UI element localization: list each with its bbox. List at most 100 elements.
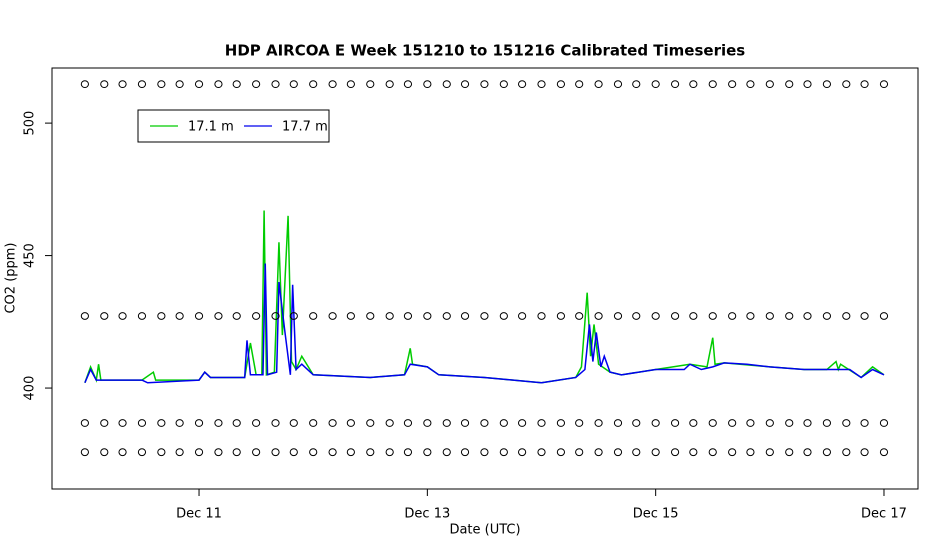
calibration-point [765,80,774,89]
calibration-point [328,419,337,427]
calibration-point [309,80,318,89]
series-line [84,210,885,384]
calibration-point [575,312,584,320]
calibration-point [423,419,432,427]
calibration-point [194,419,204,427]
calibration-point [803,80,812,89]
calibration-point [499,80,508,89]
legend-label: 17.1 m [188,120,234,135]
calibration-point [403,448,413,457]
calibration-point [194,448,204,457]
calibration-point [746,312,755,320]
calibration-point [708,312,717,320]
calibration-point [632,80,641,89]
calibration-point [157,419,166,427]
calibration-point [442,80,451,89]
calibration-point [175,448,184,457]
calibration-point [879,419,889,427]
calibration-point [842,448,851,457]
calibration-point [346,312,355,320]
calibration-point [556,419,566,427]
calibration-point [518,448,527,457]
calibration-point [137,80,147,89]
plot-frame [51,67,919,490]
calibration-point [328,80,337,89]
calibration-point [118,80,127,89]
calibration-point [537,419,546,427]
calibration-point [518,80,527,89]
calibration-point [328,312,337,320]
calibration-point [175,419,184,427]
calibration-point [80,80,89,89]
calibration-point [385,448,394,457]
calibration-point [803,312,812,320]
calibration-point [289,419,298,427]
calibration-point [632,312,641,320]
calibration-point [785,312,794,320]
calibration-point [157,80,166,89]
calibration-point [366,419,375,427]
calibration-point [385,312,394,320]
calibration-point [594,448,603,457]
calibration-point [651,448,660,457]
calibration-point [289,312,298,320]
calibration-point [689,448,698,457]
calibration-point [214,312,223,320]
calibration-point [137,448,147,457]
calibration-point [860,448,869,457]
calibration-point [289,80,298,89]
calibration-point [346,80,355,89]
series-line [84,263,885,384]
calibration-point [575,419,584,427]
calibration-point [879,448,889,457]
calibration-point [746,419,755,427]
calibration-point [594,419,603,427]
y-axis-label: CO2 (ppm) [4,242,19,313]
calibration-point [842,312,851,320]
calibration-point [100,448,109,457]
calibration-point [460,448,470,457]
y-tick-label: 500 [23,111,38,136]
calibration-point [822,312,832,320]
calibration-point [80,312,89,320]
calibration-point [366,448,375,457]
x-tick-label: Dec 11 [176,507,222,522]
calibration-point [613,80,623,89]
calibration-point [765,419,774,427]
calibration-point [157,448,166,457]
calibration-point [252,419,261,427]
calibration-point [499,312,508,320]
calibration-point [480,419,489,427]
calibration-point [842,419,851,427]
calibration-point [613,448,623,457]
calibration-point [708,80,717,89]
calibration-point [366,80,375,89]
calibration-point [137,312,147,320]
calibration-point [651,80,660,89]
calibration-point [271,448,280,457]
calibration-point [556,312,566,320]
calibration-point [403,80,413,89]
calibration-point [575,448,584,457]
calibration-point [194,80,204,89]
calibration-point [271,80,280,89]
calibration-point [842,80,851,89]
calibration-point [499,419,508,427]
calibration-point [556,448,566,457]
calibration-point [480,312,489,320]
calibration-point [879,312,889,320]
calibration-point [785,80,794,89]
calibration-point [765,448,774,457]
x-tick-label: Dec 15 [633,507,679,522]
calibration-point [80,448,89,457]
calibration-point [822,448,832,457]
calibration-point [423,312,432,320]
x-tick-label: Dec 13 [404,507,450,522]
calibration-point [194,312,204,320]
calibration-point [232,419,241,427]
calibration-point [651,419,660,427]
calibration-point [670,80,680,89]
calibration-point [252,312,261,320]
calibration-point [366,312,375,320]
